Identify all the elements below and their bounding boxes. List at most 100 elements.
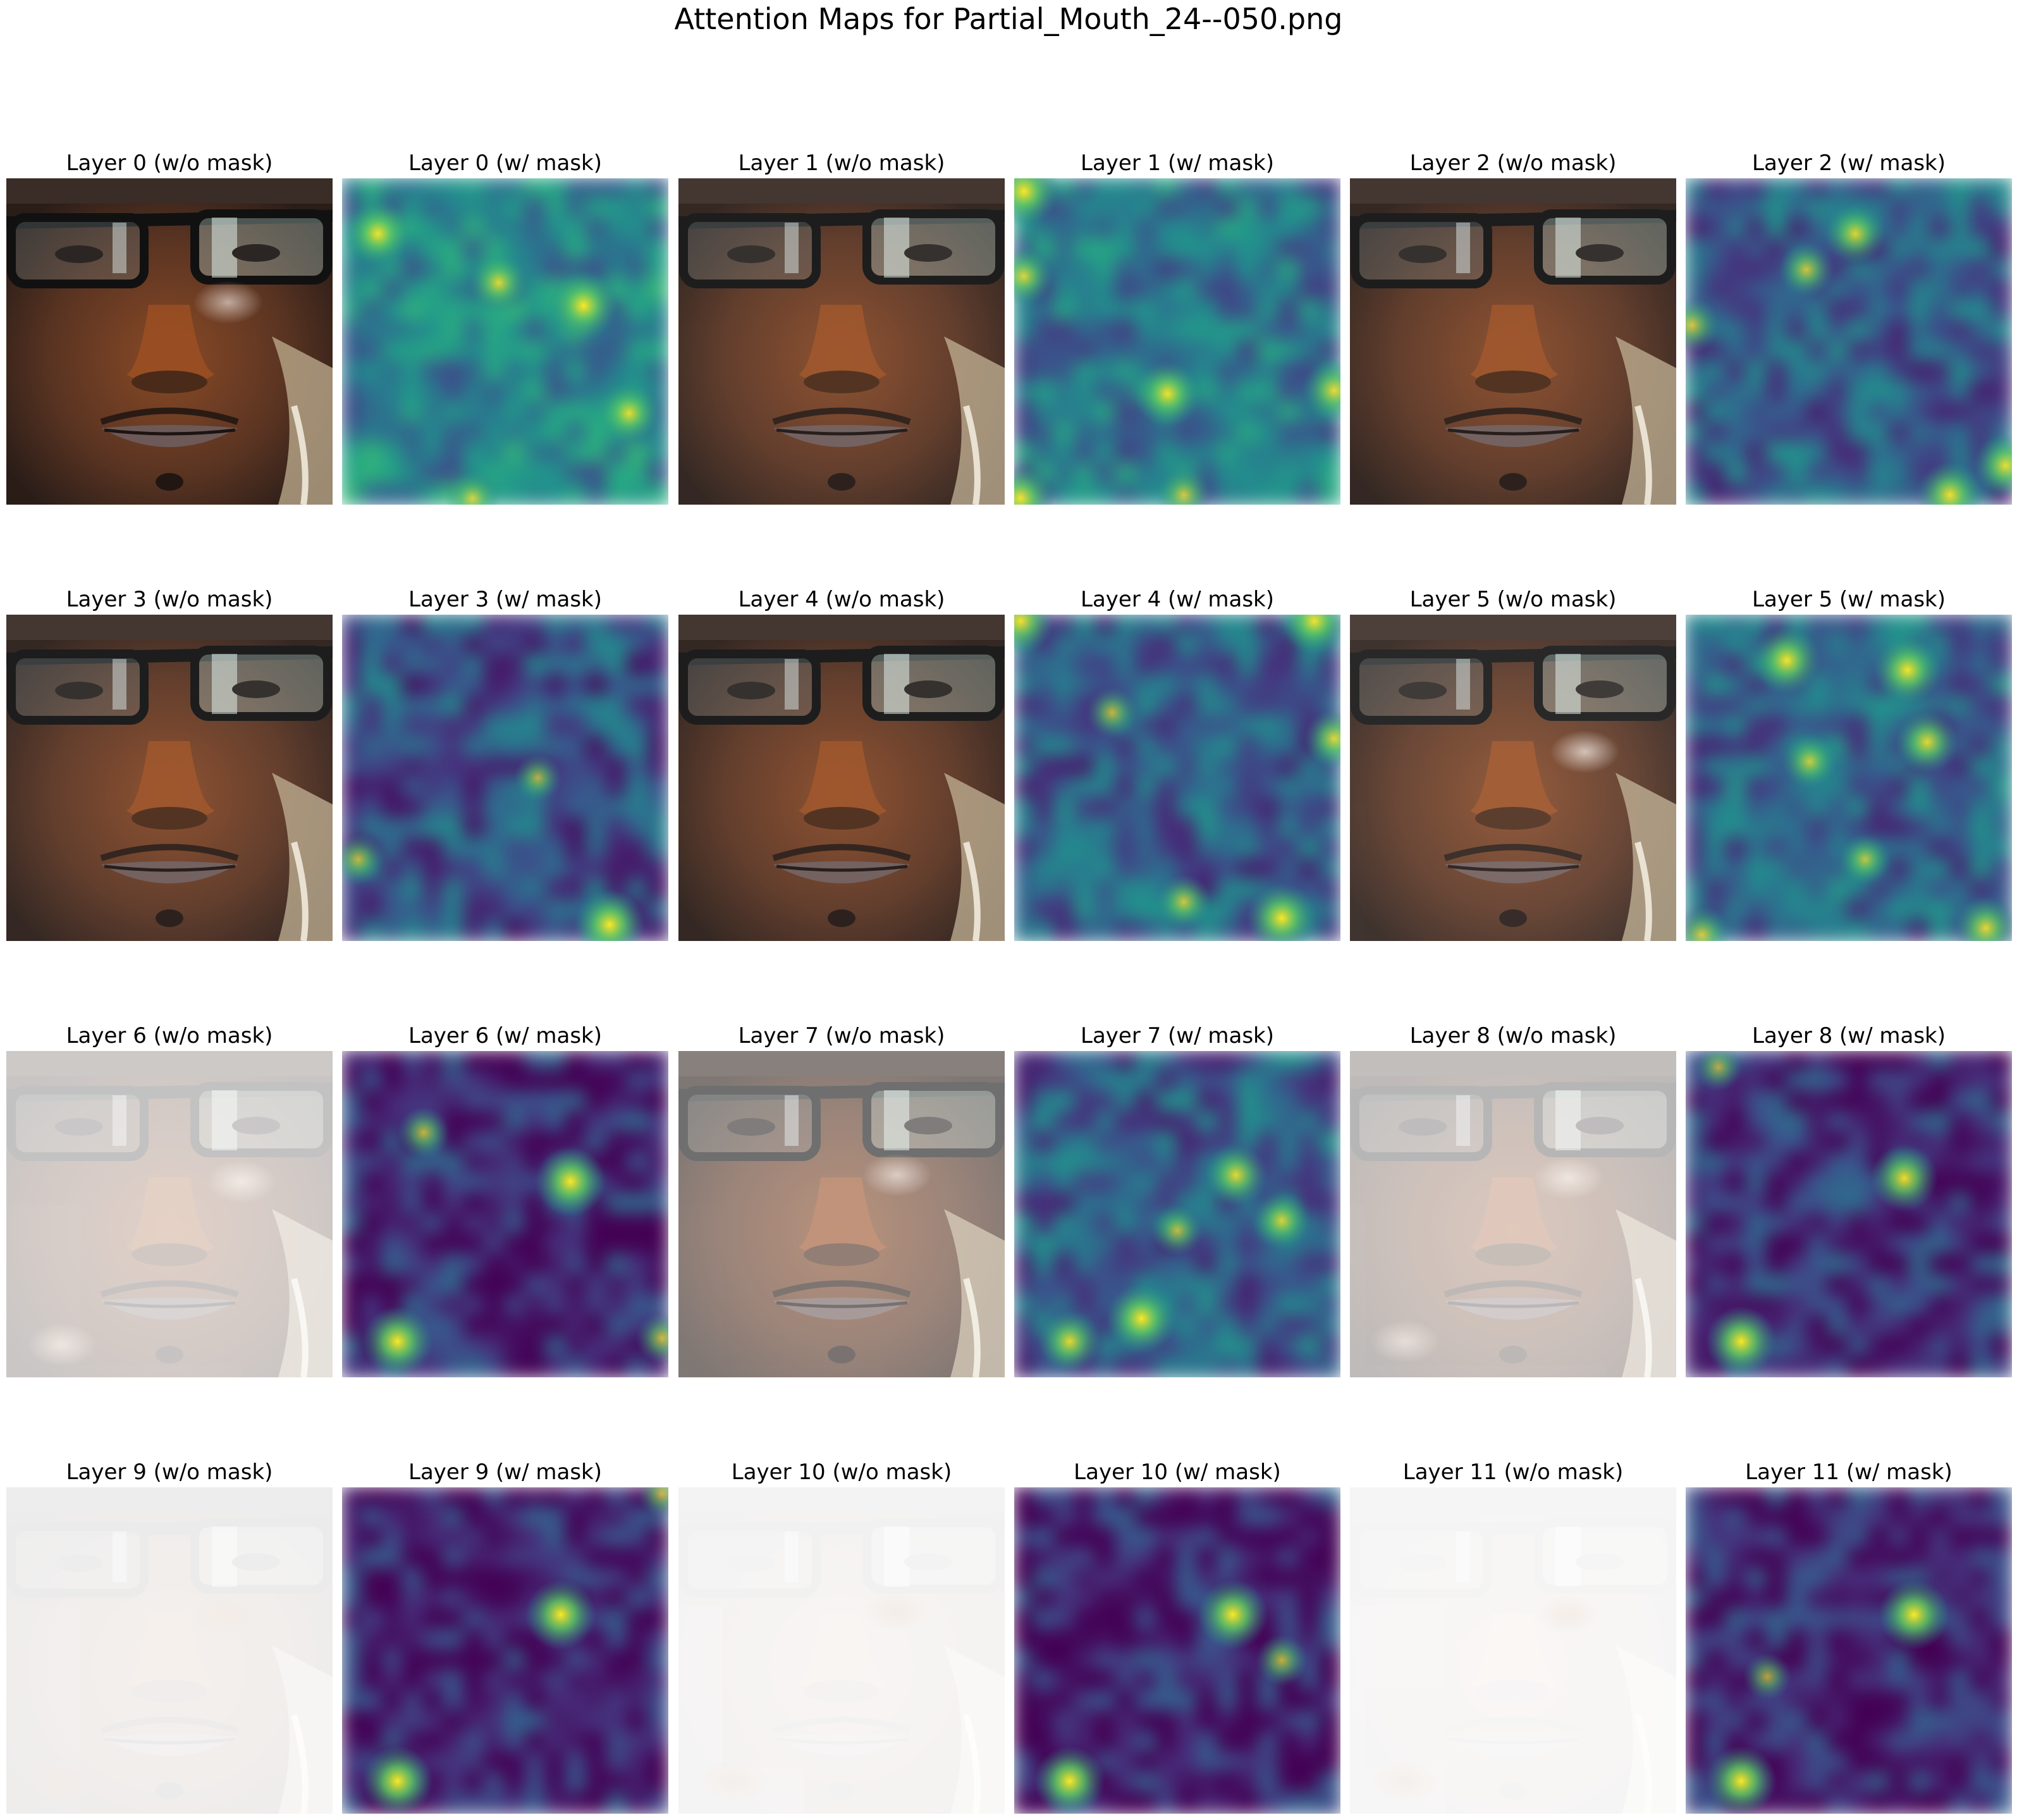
forehead: [1350, 178, 1676, 204]
heatmap-cell: [1176, 1527, 1199, 1550]
heatmap-cell: [1990, 1487, 2012, 1509]
heatmap-cell: [381, 817, 405, 840]
heatmap-cell: [1217, 615, 1240, 637]
heatmap-cell: [1237, 178, 1260, 200]
heatmap-cell: [1745, 1172, 1769, 1195]
heatmap-cell: [402, 340, 425, 364]
attention-overlay-panel: [678, 1487, 1005, 1814]
heatmap-cell: [565, 1090, 588, 1114]
heatmap-cell: [1135, 178, 1158, 200]
heatmap-cell: [1908, 837, 1932, 861]
heatmap-cell: [402, 1690, 425, 1713]
heatmap-cell: [524, 442, 548, 465]
heatmap-cell: [422, 319, 446, 343]
heatmap-cell: [342, 1090, 364, 1114]
heatmap-cell: [483, 1731, 506, 1754]
heatmap-cell: [646, 1172, 668, 1195]
heatmap-cell: [1094, 654, 1118, 677]
heatmap-cell: [1318, 1172, 1340, 1195]
heatmap-cell: [1318, 817, 1340, 840]
heatmap-cell: [504, 360, 527, 384]
heatmap-cell: [1115, 319, 1138, 343]
heatmap-cell: [1053, 462, 1077, 486]
heatmap-cell: [544, 1110, 568, 1134]
heatmap-cell: [1705, 483, 1728, 505]
heatmap-cell: [483, 1792, 506, 1814]
heatmap-cell: [646, 858, 668, 882]
heatmap-cell: [1908, 1771, 1932, 1795]
heatmap-cell: [422, 279, 446, 302]
heatmap-cell: [1725, 1568, 1748, 1591]
heatmap-cell: [1155, 715, 1179, 739]
heatmap-cell: [1115, 1608, 1138, 1632]
heatmap-cell: [1298, 238, 1321, 261]
heatmap-cell: [381, 299, 405, 323]
heatmap-cell: [1237, 462, 1260, 486]
heatmap-cell: [1949, 1253, 1973, 1277]
heatmap-cell: [1766, 1233, 1789, 1257]
heatmap-cell: [1970, 1090, 1993, 1114]
heatmap-image: [1014, 178, 1340, 505]
heatmap-cell: [402, 1710, 425, 1733]
heatmap-cell: [1318, 1568, 1340, 1591]
heatmap-cell: [1278, 422, 1301, 445]
heatmap-cell: [1014, 1051, 1036, 1073]
heatmap-cell: [1949, 279, 1973, 302]
heatmap-cell: [646, 1527, 668, 1550]
heatmap-cell: [1725, 178, 1748, 200]
heatmap-cell: [1278, 1690, 1301, 1713]
heatmap-cell: [1806, 1294, 1830, 1318]
heatmap-cell: [1990, 1131, 2012, 1155]
heatmap-cell: [1217, 1527, 1240, 1550]
heatmap-cell: [1176, 1547, 1199, 1570]
face-image: [1350, 1051, 1676, 1377]
heatmap-cell: [1827, 1172, 1850, 1195]
heatmap-cell: [381, 1506, 405, 1530]
heatmap-cell: [565, 1070, 588, 1093]
heatmap-cell: [443, 1152, 466, 1175]
glasses-right-lens: [190, 1082, 332, 1157]
heatmap-cell: [646, 259, 668, 282]
heatmap-cell: [1705, 777, 1728, 800]
heatmap-cell: [1258, 777, 1281, 800]
heatmap-cell: [1074, 756, 1097, 779]
heatmap-cell: [1074, 1192, 1097, 1215]
heatmap-cell: [606, 654, 629, 677]
heatmap-cell: [1135, 1751, 1158, 1774]
heatmap-cell: [1014, 715, 1036, 739]
heatmap-cell: [422, 238, 446, 261]
heatmap-cell: [1074, 483, 1097, 505]
lens-glare-left: [785, 659, 799, 710]
heatmap-cell: [463, 218, 486, 241]
heatmap-cell: [1258, 381, 1281, 404]
heatmap-cell: [606, 1213, 629, 1236]
heatmap-cell: [1766, 319, 1789, 343]
heatmap-cell: [422, 1588, 446, 1611]
heatmap-cell: [381, 1649, 405, 1673]
heatmap-cell: [1929, 817, 1953, 840]
heatmap-cell: [1196, 340, 1220, 364]
heatmap-cell: [606, 1070, 629, 1093]
heatmap-cell: [402, 279, 425, 302]
heatmap-cell: [1949, 1172, 1973, 1195]
attention-overlay-panel: [678, 178, 1005, 505]
heatmap-cell: [361, 1274, 384, 1297]
heatmap-cell: [1033, 695, 1057, 718]
heatmap-cell: [1725, 1527, 1748, 1550]
right-eye: [904, 244, 952, 262]
heatmap-cell: [1827, 797, 1850, 820]
heatmap-cell: [565, 1233, 588, 1257]
heatmap-cell: [1868, 695, 1891, 718]
heatmap-cell: [1827, 442, 1850, 465]
lens-glare-right: [212, 218, 237, 278]
glasses-bridge-bar: [678, 1519, 1005, 1538]
heatmap-cell: [1217, 462, 1240, 486]
moustache: [1444, 407, 1583, 425]
heatmap-cell: [1074, 654, 1097, 677]
overlay-image: [1350, 178, 1676, 505]
lip-line: [1447, 428, 1579, 436]
heatmap-cell: [1827, 1527, 1850, 1550]
heatmap-cell: [504, 381, 527, 404]
attention-hotspot: [1916, 461, 1983, 505]
overlay-image: [1350, 1487, 1676, 1814]
